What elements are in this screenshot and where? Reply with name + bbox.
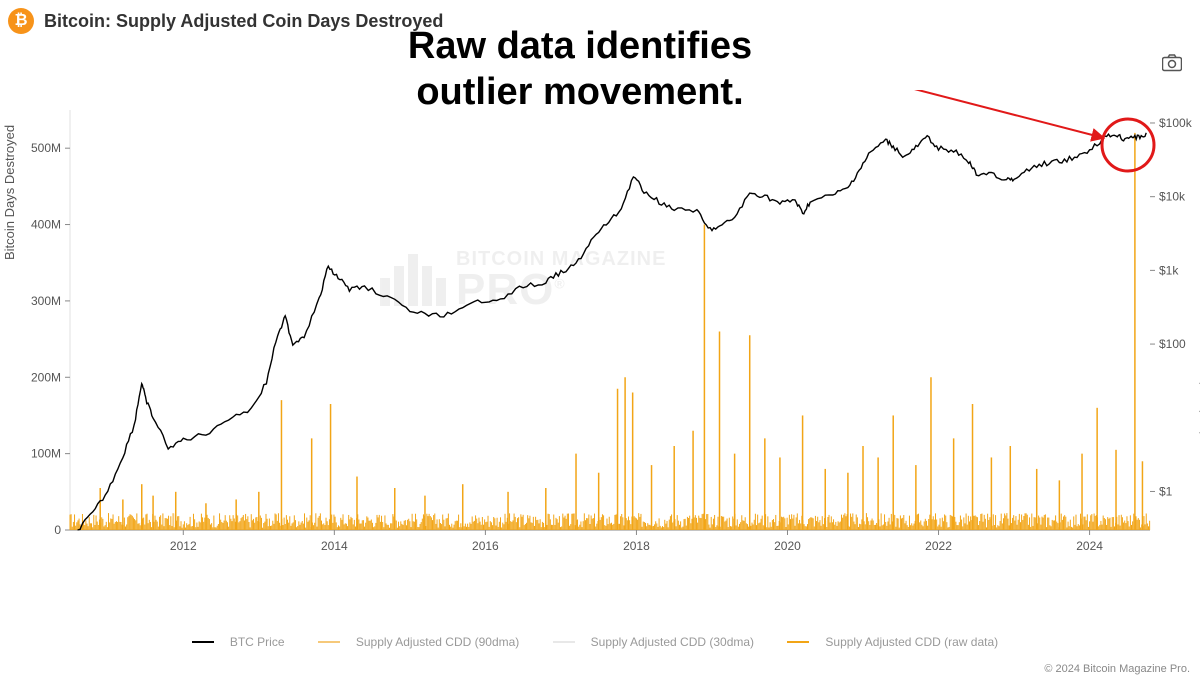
chart-canvas: 2012 2014 2016 2018 2020 2022 2024 0 100M 200M 300… — [0, 90, 1200, 610]
svg-text:2016: 2016 — [472, 539, 499, 553]
svg-text:500M: 500M — [31, 141, 61, 155]
svg-text:2020: 2020 — [774, 539, 801, 553]
svg-text:400M: 400M — [31, 218, 61, 232]
camera-icon[interactable] — [1162, 54, 1182, 77]
svg-text:$1: $1 — [1159, 484, 1173, 498]
svg-text:200M: 200M — [31, 370, 61, 384]
svg-text:2018: 2018 — [623, 539, 650, 553]
legend: BTC Price Supply Adjusted CDD (90dma) Su… — [0, 632, 1200, 649]
svg-text:2014: 2014 — [321, 539, 348, 553]
legend-item: Supply Adjusted CDD (30dma) — [553, 635, 764, 649]
svg-text:2012: 2012 — [170, 539, 197, 553]
svg-text:$100k: $100k — [1159, 116, 1193, 130]
legend-item: Supply Adjusted CDD (90dma) — [318, 635, 529, 649]
svg-text:2024: 2024 — [1076, 539, 1103, 553]
annotation-line1: Raw data identifies — [408, 25, 752, 67]
svg-text:2022: 2022 — [925, 539, 952, 553]
svg-text:300M: 300M — [31, 294, 61, 308]
svg-text:$1k: $1k — [1159, 263, 1179, 277]
bitcoin-icon: ₿ — [8, 8, 34, 34]
legend-item: Supply Adjusted CDD (raw data) — [787, 635, 1008, 649]
copyright: © 2024 Bitcoin Magazine Pro. — [1044, 663, 1190, 675]
svg-text:0: 0 — [54, 523, 61, 537]
svg-text:100M: 100M — [31, 447, 61, 461]
svg-text:$10k: $10k — [1159, 190, 1186, 204]
svg-text:$100: $100 — [1159, 337, 1186, 351]
legend-item: BTC Price — [192, 635, 295, 649]
